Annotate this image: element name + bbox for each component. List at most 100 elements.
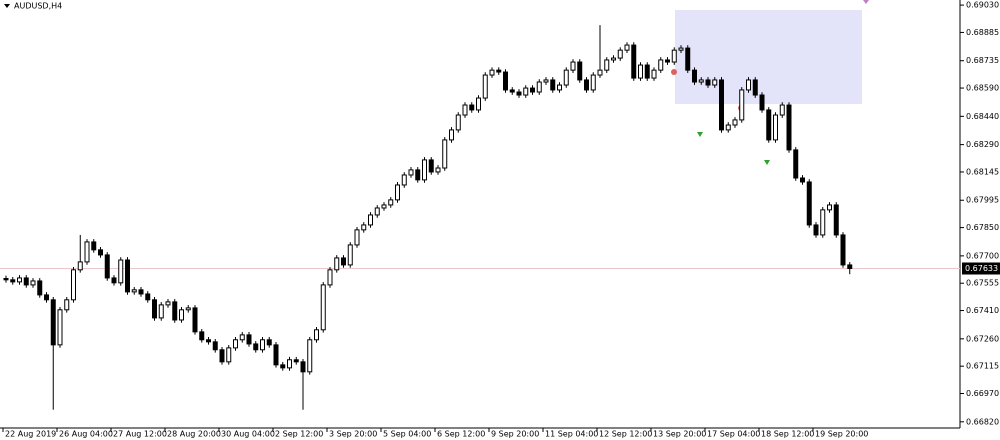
marker: [863, 0, 869, 4]
candle-body: [381, 204, 387, 209]
candle-body: [833, 204, 839, 236]
candle-body: [739, 89, 745, 121]
candle-body: [415, 169, 421, 181]
y-tick-label: 0.68735: [966, 56, 999, 65]
candle-body: [320, 284, 326, 331]
candle-body: [280, 364, 286, 369]
y-tick-label: 0.67850: [966, 223, 999, 232]
candle-body: [516, 91, 522, 96]
candle-body: [50, 299, 56, 346]
candle-body: [449, 129, 454, 141]
x-tick-label: 19 Sep 20:00: [815, 430, 868, 439]
candle-body: [820, 209, 826, 236]
candle-body: [307, 339, 313, 373]
candle-body: [125, 259, 130, 293]
candle-body: [266, 339, 272, 346]
candle-body: [678, 47, 684, 51]
candle-body: [138, 289, 144, 295]
x-tick-label: 18 Sep 12:00: [761, 430, 814, 439]
candle-body: [712, 79, 718, 86]
candle-body: [77, 261, 83, 271]
candle-body: [590, 74, 596, 91]
candle-body: [476, 97, 481, 111]
candle-body: [206, 339, 211, 343]
x-tick-label: 17 Sep 04:00: [707, 430, 760, 439]
y-tick-label: 0.67115: [966, 362, 999, 371]
candle-body: [334, 257, 340, 271]
candle-body: [239, 334, 245, 341]
candle-body: [368, 214, 373, 226]
candle-body: [273, 344, 279, 366]
y-tick-label: 0.67995: [966, 196, 999, 205]
candle-body: [179, 309, 184, 321]
x-tick-label: 11 Sep 04:00: [545, 430, 598, 439]
candle-body: [570, 61, 576, 71]
candle-body: [631, 44, 637, 79]
candle-body: [314, 329, 319, 341]
candle-body: [813, 224, 819, 236]
candle-body: [719, 79, 724, 131]
candle-body: [530, 87, 535, 93]
y-tick-label: 0.66970: [966, 389, 999, 398]
candle-body: [462, 104, 468, 116]
x-tick-label: 6 Sep 12:00: [437, 430, 485, 439]
candle-body: [104, 254, 110, 279]
candle-body: [172, 301, 178, 321]
menu-triangle[interactable]: [4, 4, 10, 8]
candle-body: [300, 361, 306, 373]
y-tick-label: 0.68590: [966, 84, 999, 93]
candle-body: [408, 169, 414, 176]
candle-body: [550, 79, 556, 91]
candle-body: [91, 241, 97, 251]
candle-body: [725, 124, 731, 131]
y-tick-label: 0.67555: [966, 279, 999, 288]
candle-body: [773, 114, 778, 141]
candle-body: [651, 69, 657, 79]
candle-body: [489, 69, 495, 76]
candle-body: [584, 79, 589, 91]
candle-body: [23, 277, 29, 286]
x-tick-label: 26 Aug 04:00: [59, 430, 113, 439]
candle-body: [442, 139, 448, 169]
candle-body: [543, 79, 549, 83]
candle-body: [509, 89, 515, 93]
candle-body: [131, 289, 137, 293]
candle-body: [233, 339, 238, 349]
y-tick-label: 0.67410: [966, 306, 999, 315]
candle-body: [401, 174, 407, 186]
candle-body: [84, 241, 90, 263]
candle-body: [192, 307, 198, 333]
candle-body: [597, 69, 603, 76]
candle-body: [212, 341, 218, 351]
candle-body: [685, 47, 691, 71]
candle-body: [840, 234, 846, 266]
candle-body: [611, 57, 616, 61]
candle-body: [287, 359, 292, 369]
candle-body: [577, 61, 583, 81]
candle-body: [779, 104, 785, 116]
candle-body: [111, 277, 117, 284]
y-tick-label: 0.66820: [966, 417, 999, 426]
candle-body: [698, 79, 704, 83]
candle-body: [428, 159, 434, 173]
candle-body: [435, 167, 441, 173]
candle-body: [847, 264, 853, 270]
candle-body: [759, 94, 765, 111]
candle-body: [199, 331, 205, 341]
candle-body: [10, 279, 16, 283]
candle-body: [17, 277, 22, 283]
candle-body: [219, 349, 225, 363]
candle-body: [260, 339, 265, 351]
candle-body: [793, 149, 799, 179]
arrow-marker: [764, 160, 770, 165]
candle-body: [226, 347, 232, 363]
candle-body: [563, 69, 569, 86]
candle-body: [374, 207, 380, 216]
candle-body: [658, 59, 664, 71]
candle-body: [185, 307, 191, 311]
candle-body: [786, 104, 792, 151]
candle-body: [827, 204, 832, 211]
candle-body: [557, 84, 562, 91]
